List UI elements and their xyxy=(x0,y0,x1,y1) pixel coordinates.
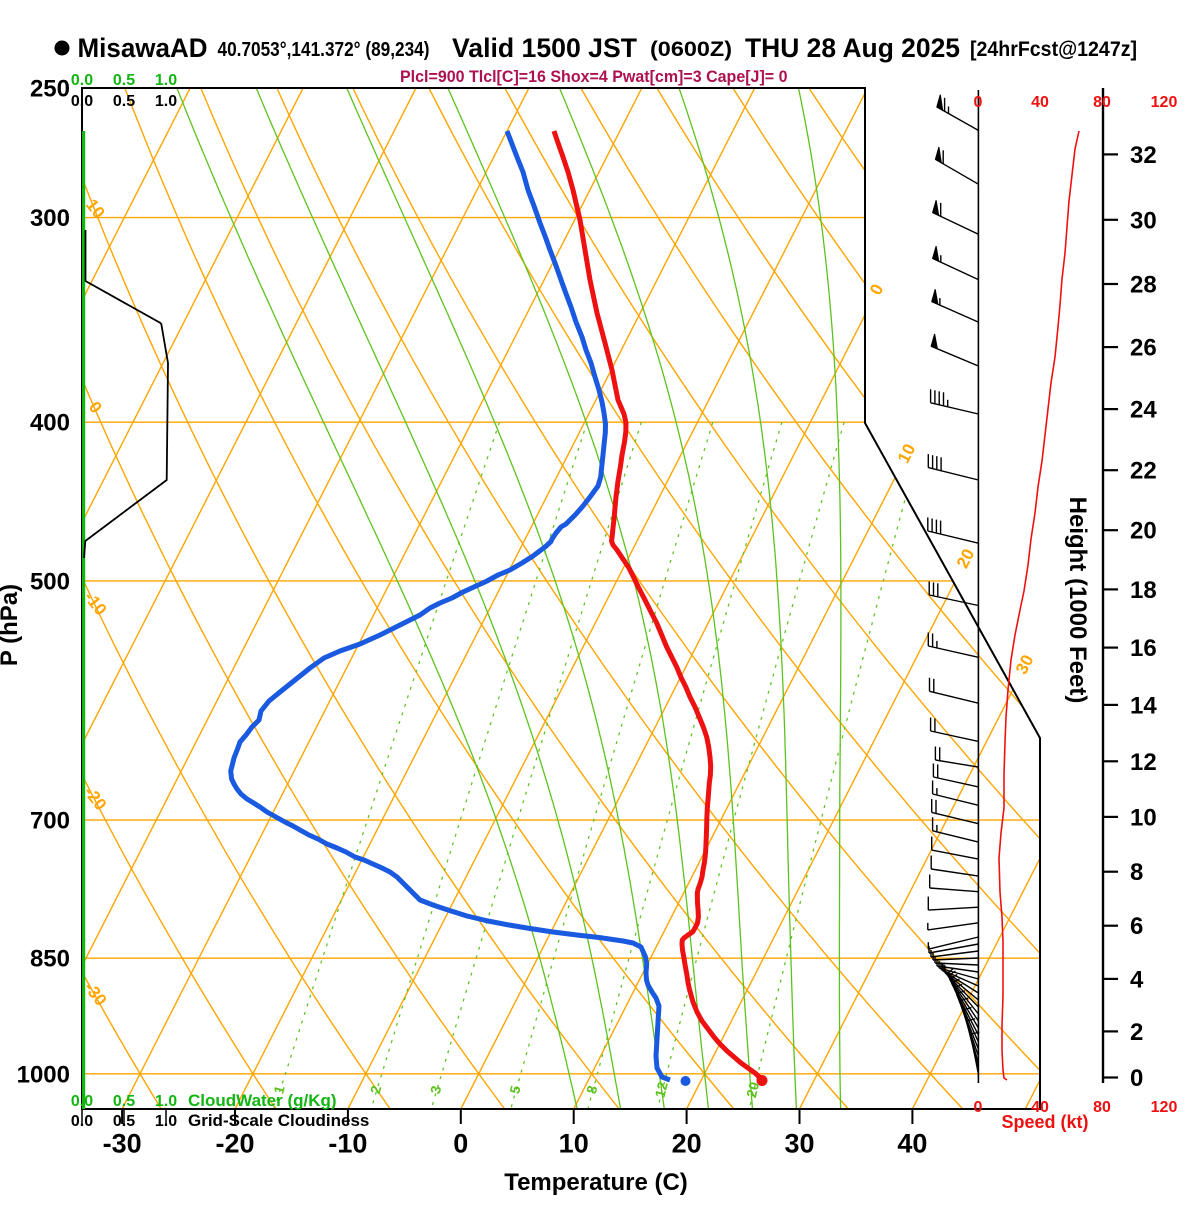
svg-text:18: 18 xyxy=(1130,577,1157,604)
svg-text:26: 26 xyxy=(1130,335,1157,362)
svg-text:MisawaAD: MisawaAD xyxy=(78,33,208,63)
svg-text:20: 20 xyxy=(1130,518,1157,545)
svg-text:1.0: 1.0 xyxy=(155,72,177,89)
svg-text:0.0: 0.0 xyxy=(71,1093,93,1110)
svg-text:14: 14 xyxy=(1130,692,1157,719)
svg-text:8: 8 xyxy=(1130,859,1143,886)
svg-text:40: 40 xyxy=(1031,94,1049,111)
svg-text:1.0: 1.0 xyxy=(155,1093,177,1110)
svg-text:20: 20 xyxy=(672,1129,702,1159)
svg-text:16: 16 xyxy=(1130,635,1157,662)
svg-text:80: 80 xyxy=(1093,94,1111,111)
svg-text:0.0: 0.0 xyxy=(71,93,93,110)
svg-text:(0600Z): (0600Z) xyxy=(650,38,732,61)
svg-text:Grid-Scale Cloudiness: Grid-Scale Cloudiness xyxy=(188,1111,369,1130)
svg-text:CloudWater (g/Kg): CloudWater (g/Kg) xyxy=(188,1091,337,1110)
svg-text:0.5: 0.5 xyxy=(113,72,135,89)
svg-text:10: 10 xyxy=(559,1129,589,1159)
svg-text:0: 0 xyxy=(453,1129,468,1159)
svg-text:Speed (kt): Speed (kt) xyxy=(1001,1112,1088,1132)
svg-text:6: 6 xyxy=(1130,913,1143,940)
svg-text:0: 0 xyxy=(974,1099,983,1116)
svg-text:700: 700 xyxy=(30,808,70,835)
svg-text:10: 10 xyxy=(1130,804,1157,831)
svg-text:12: 12 xyxy=(1130,749,1157,776)
svg-text:120: 120 xyxy=(1151,94,1178,111)
svg-text:850: 850 xyxy=(30,946,70,973)
svg-text:120: 120 xyxy=(1151,1099,1178,1116)
svg-text:24: 24 xyxy=(1130,397,1157,424)
svg-text:Valid 1500 JST: Valid 1500 JST xyxy=(452,33,637,63)
svg-text:40.7053°,141.372° (89,234): 40.7053°,141.372° (89,234) xyxy=(218,39,430,61)
svg-text:-10: -10 xyxy=(328,1129,367,1159)
svg-text:80: 80 xyxy=(1093,1099,1111,1116)
svg-text:Temperature (C): Temperature (C) xyxy=(504,1169,688,1196)
svg-text:0.5: 0.5 xyxy=(113,1113,135,1130)
svg-text:1000: 1000 xyxy=(17,1061,70,1088)
svg-text:0.0: 0.0 xyxy=(71,72,93,89)
svg-text:30: 30 xyxy=(1130,207,1157,234)
svg-text:30: 30 xyxy=(784,1129,814,1159)
svg-text:Height (1000 Feet): Height (1000 Feet) xyxy=(1064,497,1091,704)
svg-text:300: 300 xyxy=(30,205,70,232)
svg-text:1.0: 1.0 xyxy=(155,1113,177,1130)
svg-text:-30: -30 xyxy=(103,1129,142,1159)
svg-text:0.5: 0.5 xyxy=(113,1093,135,1110)
svg-text:32: 32 xyxy=(1130,142,1157,169)
svg-text:1.0: 1.0 xyxy=(155,93,177,110)
svg-text:250: 250 xyxy=(30,76,70,103)
svg-text:P (hPa): P (hPa) xyxy=(0,584,23,666)
svg-text:Plcl=900 Tlcl[C]=16 Shox=4 Pwa: Plcl=900 Tlcl[C]=16 Shox=4 Pwat[cm]=3 Ca… xyxy=(400,67,788,86)
svg-text:THU 28 Aug 2025: THU 28 Aug 2025 xyxy=(745,33,960,63)
svg-text:[24hrFcst@1247z]: [24hrFcst@1247z] xyxy=(970,38,1137,61)
svg-text:2: 2 xyxy=(1130,1019,1143,1046)
svg-text:0.0: 0.0 xyxy=(71,1113,93,1130)
svg-text:40: 40 xyxy=(897,1129,927,1159)
svg-text:22: 22 xyxy=(1130,458,1157,485)
svg-text:28: 28 xyxy=(1130,272,1157,299)
svg-text:0.5: 0.5 xyxy=(113,93,135,110)
svg-text:0: 0 xyxy=(1130,1065,1143,1092)
svg-text:400: 400 xyxy=(30,410,70,437)
svg-text:-20: -20 xyxy=(215,1129,254,1159)
svg-text:4: 4 xyxy=(1130,966,1144,993)
svg-text:0: 0 xyxy=(974,94,983,111)
svg-text:500: 500 xyxy=(30,568,70,595)
